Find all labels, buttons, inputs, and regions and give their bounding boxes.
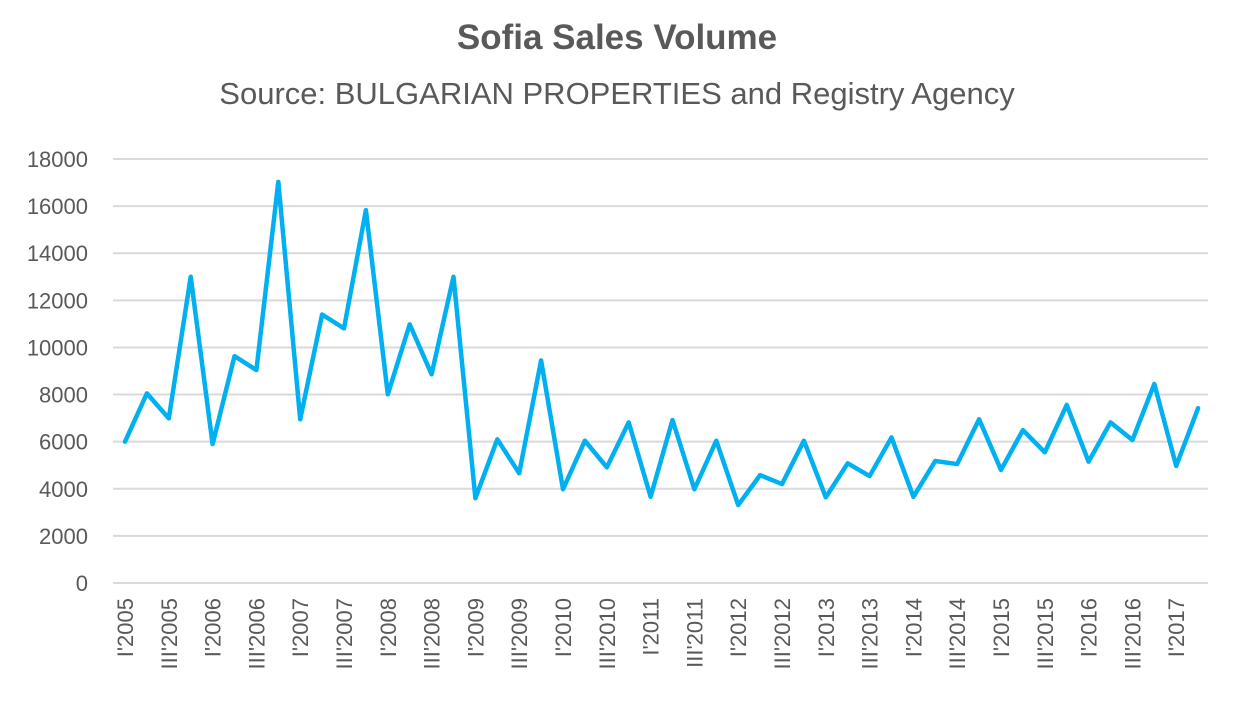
x-tick-label: III'2011 [682,598,707,668]
x-tick-label: III'2007 [332,598,357,669]
x-tick-label: I'2010 [551,598,576,657]
x-tick-label: III'2014 [945,598,970,669]
y-tick-label: 18000 [27,147,88,172]
x-tick-label: III'2006 [244,598,269,669]
y-tick-label: 6000 [39,430,88,455]
chart-title: Sofia Sales Volume [456,18,778,57]
y-tick-label: 8000 [39,383,88,408]
x-tick-label: I'2014 [901,598,926,657]
x-tick-label: III'2015 [1033,598,1058,669]
series-line [122,179,1201,508]
x-tick-label: I'2009 [463,598,488,657]
y-tick-label: 14000 [27,241,88,266]
x-tick-label: I'2016 [1077,598,1102,657]
chart-subtitle: Source: BULGARIAN PROPERTIES and Registr… [219,76,1015,111]
y-tick-label: 2000 [39,524,88,549]
y-tick-label: 4000 [39,477,88,502]
x-tick-label: I'2008 [376,598,401,657]
x-tick-label: III'2010 [595,598,620,669]
x-tick-label: I'2012 [726,598,751,657]
x-tick-label: I'2006 [201,598,226,657]
x-tick-label: I'2015 [989,598,1014,657]
x-tick-label: III'2009 [507,598,532,669]
x-tick-label: I'2017 [1164,598,1189,657]
x-tick-label: I'2005 [113,598,138,657]
x-tick-label: I'2011 [639,598,664,656]
y-tick-label: 12000 [27,288,88,313]
x-tick-label: III'2016 [1120,598,1145,669]
x-tick-label: I'2007 [288,598,313,657]
y-tick-label: 0 [76,571,88,596]
x-tick-label: III'2008 [420,598,445,669]
y-tick-label: 16000 [27,194,88,219]
x-tick-label: III'2005 [157,598,182,669]
y-tick-label: 10000 [27,335,88,360]
x-tick-label: III'2013 [858,598,883,669]
x-tick-label: III'2012 [770,598,795,669]
x-tick-label: I'2013 [814,598,839,657]
